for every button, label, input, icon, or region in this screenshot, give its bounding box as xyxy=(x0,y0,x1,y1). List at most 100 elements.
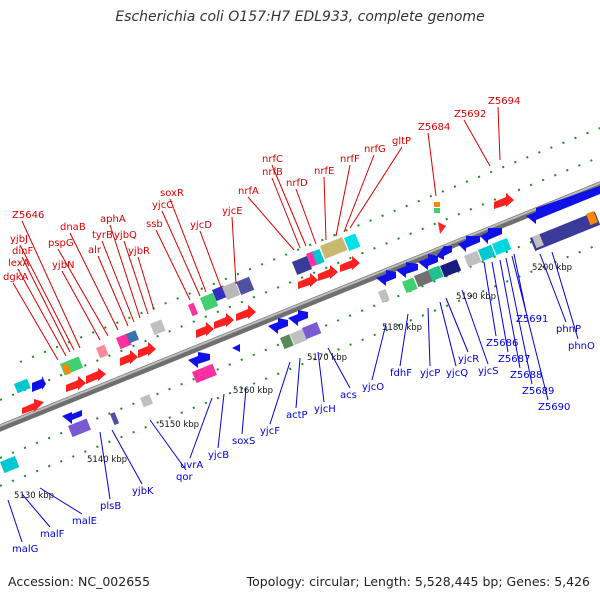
label-leader-line xyxy=(271,177,301,249)
gene-block xyxy=(396,262,418,278)
gene-block xyxy=(418,254,438,270)
gene-block xyxy=(68,418,92,438)
gene-label: Z5689 xyxy=(522,386,554,397)
gene-block xyxy=(414,270,434,288)
gene-block xyxy=(140,394,154,408)
kbp-tick: 5130 kbp xyxy=(14,491,54,501)
gene-label: yjcD xyxy=(190,220,212,231)
gene-block xyxy=(110,412,120,426)
gene-block xyxy=(96,344,109,359)
gene-block xyxy=(188,302,199,317)
gene-block xyxy=(0,456,20,474)
gene-block xyxy=(378,289,390,304)
kbp-tick: 5150 kbp xyxy=(159,420,199,430)
label-leader-line xyxy=(491,261,509,353)
label-leader-line xyxy=(199,230,223,291)
forward-gene-blocks xyxy=(13,193,514,414)
gene-block xyxy=(196,322,214,338)
label-leader-line xyxy=(99,431,111,500)
label-leader-line xyxy=(7,499,23,543)
gene-block xyxy=(402,277,418,294)
label-leader-line xyxy=(21,220,81,349)
label-leader-line xyxy=(61,270,101,341)
gene-label: yjcE xyxy=(222,206,243,217)
label-leader-line xyxy=(371,323,387,381)
gene-block xyxy=(305,251,319,267)
gene-block xyxy=(61,363,72,376)
gene-label: alr xyxy=(88,245,102,256)
label-leader-line xyxy=(247,196,295,251)
gene-block xyxy=(298,273,318,289)
gene-block xyxy=(458,236,480,252)
label-leader-line xyxy=(427,307,431,367)
label-leader-line xyxy=(327,347,351,389)
gene-block xyxy=(288,310,308,326)
gene-block xyxy=(138,342,156,358)
gene-block xyxy=(292,256,313,275)
label-leader-line xyxy=(295,188,317,245)
reverse-gene-blocks xyxy=(0,186,600,474)
gene-label: phnP xyxy=(556,324,581,335)
gene-label: ssb xyxy=(146,219,163,230)
gene-block xyxy=(290,328,308,346)
gene-label: yjbJ xyxy=(10,234,28,245)
gene-label: dnaB xyxy=(60,222,86,233)
accession-label: Accession: NC_002655 xyxy=(8,574,151,589)
gene-label: pspG xyxy=(48,238,74,249)
label-leader-line xyxy=(483,261,497,337)
gene-block xyxy=(318,265,338,281)
gene-block xyxy=(214,313,234,329)
gene-label: yjbN xyxy=(52,260,75,271)
label-leader-line xyxy=(497,106,501,161)
label-leader-line xyxy=(21,493,51,528)
label-leader-line xyxy=(439,301,457,367)
forward-label-leaders xyxy=(12,106,501,361)
label-leader-line xyxy=(461,289,489,365)
gene-block xyxy=(463,250,482,268)
gene-label: nrfD xyxy=(286,178,308,189)
gene-label: yjbR xyxy=(128,246,150,257)
gene-block xyxy=(340,256,360,272)
gene-label: Z5686 xyxy=(486,338,518,349)
kbp-tick: 5170 kbp xyxy=(307,353,347,363)
kbp-tick: 5140 kbp xyxy=(87,455,127,465)
gene-label: nrfA xyxy=(238,186,259,197)
label-leader-line xyxy=(69,232,119,331)
gene-label: malE xyxy=(72,516,97,527)
gene-label: actP xyxy=(286,410,308,421)
gene-block xyxy=(125,330,140,344)
gene-label: Z5692 xyxy=(454,109,486,120)
gene-label: Z5694 xyxy=(488,96,520,107)
label-leader-line xyxy=(241,387,247,435)
genome-summary: Topology: circular; Length: 5,528,445 bp… xyxy=(246,574,590,589)
gene-block xyxy=(150,319,166,336)
gene-block xyxy=(436,246,452,260)
label-leader-line xyxy=(445,297,469,353)
gene-label: Z5690 xyxy=(538,402,570,413)
gene-block xyxy=(434,202,440,207)
label-leader-line xyxy=(399,313,409,367)
label-leader-line xyxy=(269,361,291,425)
label-leader-line xyxy=(149,419,187,471)
gene-label: soxR xyxy=(160,188,184,199)
gene-block xyxy=(232,344,240,352)
label-leader-line xyxy=(271,164,307,247)
gene-label: yjcF xyxy=(260,426,280,437)
gene-block xyxy=(494,193,514,209)
gene-label: phnO xyxy=(568,341,595,352)
label-leader-line xyxy=(505,257,533,385)
label-leader-line xyxy=(231,216,237,285)
gene-block xyxy=(32,376,46,392)
gene-label: fdhF xyxy=(390,368,412,379)
gene-label: plsB xyxy=(100,501,121,512)
reverse-track-outer xyxy=(0,243,600,487)
reverse-label-leaders xyxy=(7,251,579,543)
gene-label: yjcR xyxy=(458,354,479,365)
gene-block xyxy=(428,265,444,282)
gene-label: yjcS xyxy=(478,366,499,377)
label-leader-line xyxy=(57,248,109,337)
label-leader-line xyxy=(169,198,207,293)
gene-block xyxy=(480,228,502,244)
